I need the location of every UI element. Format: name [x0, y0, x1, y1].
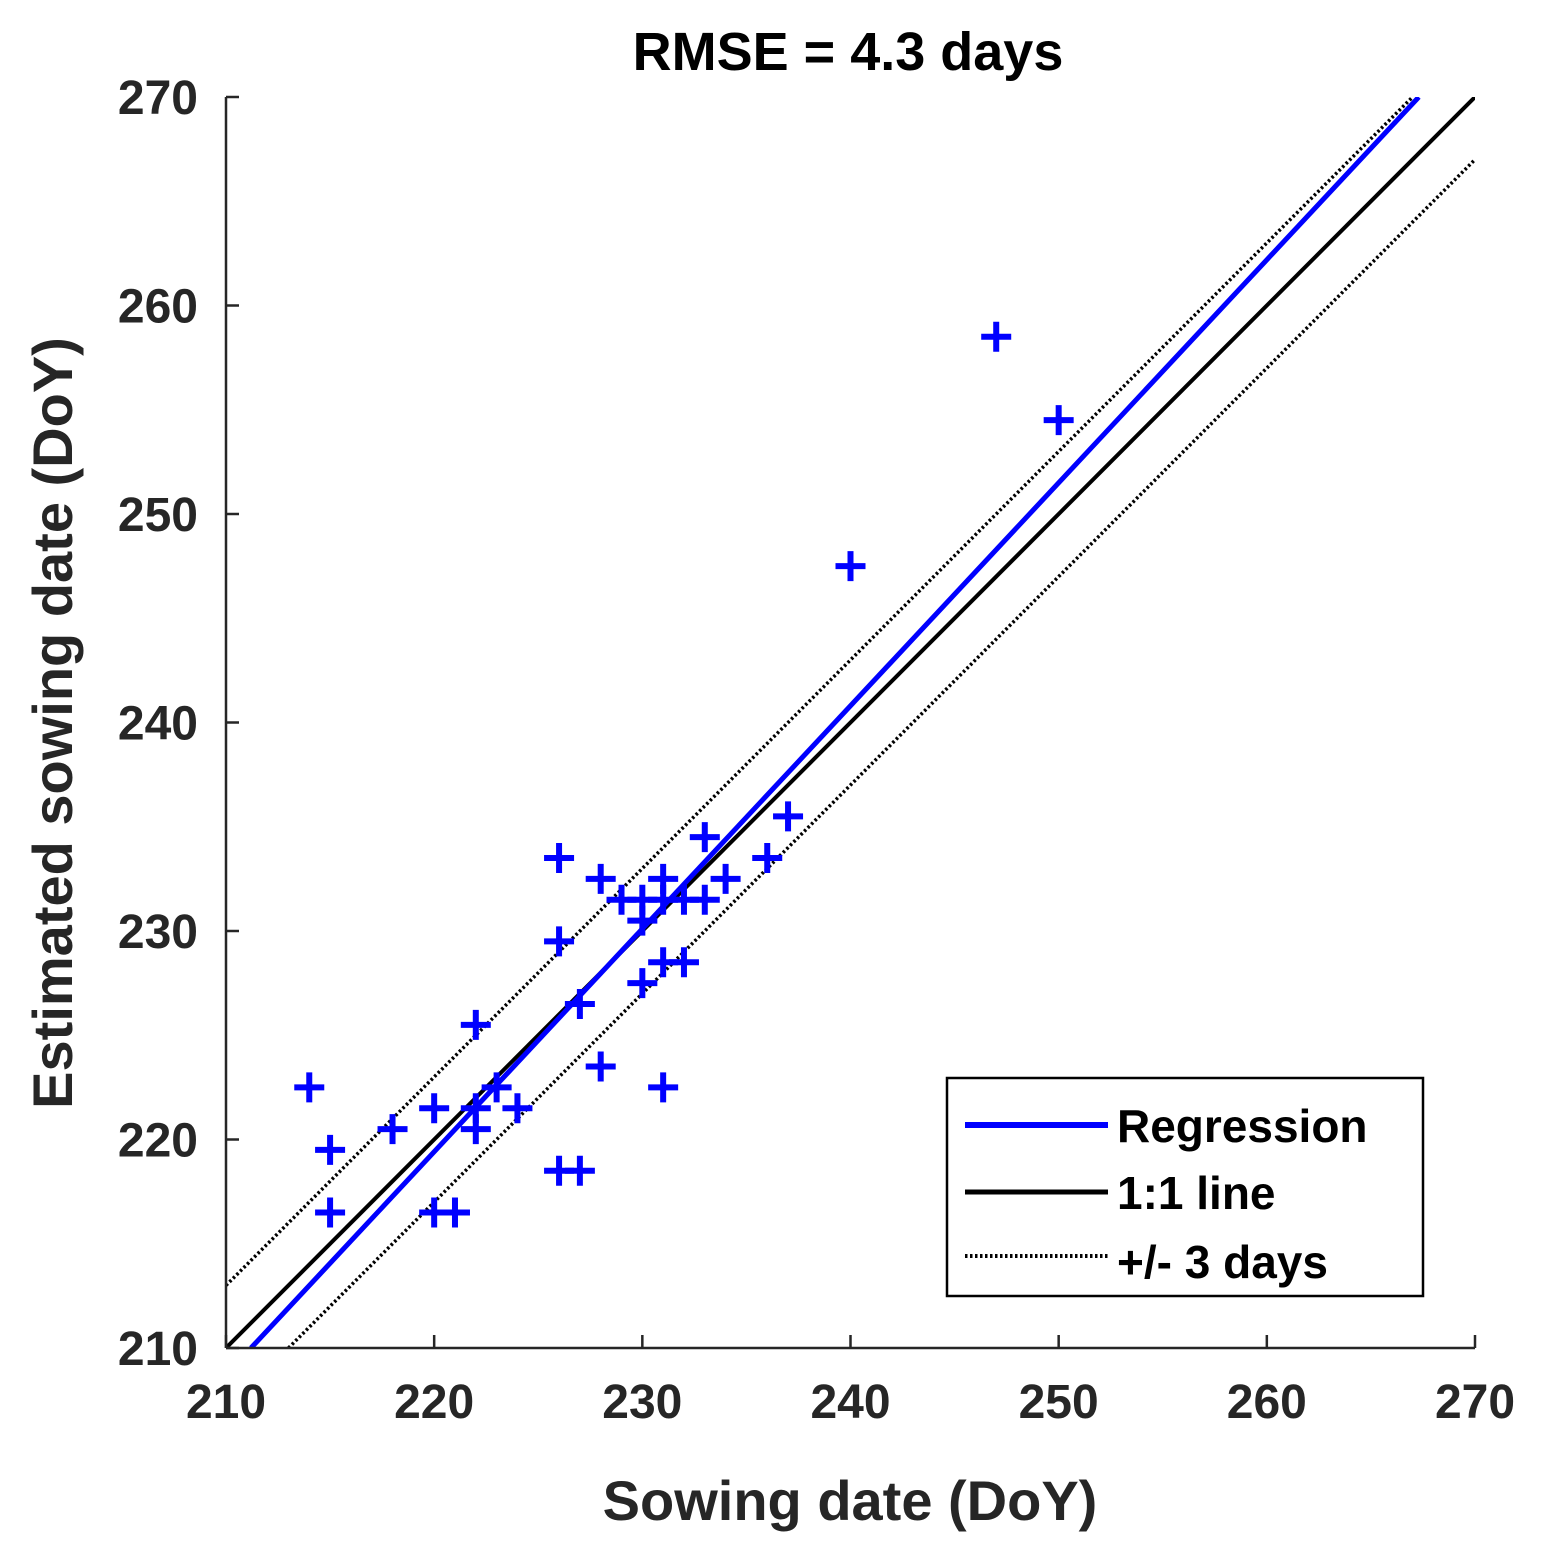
- y-tick-label: 210: [118, 1323, 198, 1376]
- data-point: [419, 1093, 450, 1124]
- y-axis-title: Estimated sowing date (DoY): [21, 337, 84, 1109]
- data-point: [1043, 405, 1074, 436]
- data-point: [835, 551, 866, 582]
- y-tick-label: 270: [118, 72, 198, 125]
- data-point: [981, 321, 1012, 352]
- data-point: [439, 1197, 470, 1228]
- data-point: [294, 1072, 325, 1103]
- data-point: [315, 1134, 346, 1165]
- data-point: [689, 822, 720, 853]
- ticks-layer: 210 220 230 240 250 260 270 210 220 230 240 250 260 2…: [118, 72, 1515, 1429]
- data-point: [564, 988, 595, 1019]
- data-point: [773, 801, 804, 832]
- data-point: [627, 905, 658, 936]
- data-point: [585, 1051, 616, 1082]
- data-point: [668, 947, 699, 978]
- y-tick-label: 220: [118, 1115, 198, 1168]
- legend-one-to-one-label: 1:1 line: [1117, 1167, 1276, 1219]
- legend-box: [945, 1076, 1425, 1298]
- points-layer: [294, 321, 1074, 1228]
- y-tick-label: 240: [118, 698, 198, 751]
- y-tick-label: 260: [118, 281, 198, 334]
- data-point: [544, 926, 575, 957]
- data-point: [502, 1093, 533, 1124]
- legend: Regression 1:1 line +/- 3 days: [945, 1076, 1425, 1298]
- x-tick-label: 270: [1435, 1376, 1515, 1429]
- x-tick-label: 210: [186, 1376, 266, 1429]
- x-axis-title: Sowing date (DoY): [603, 1469, 1098, 1532]
- x-tick-label: 240: [810, 1376, 890, 1429]
- lines-layer: [226, 97, 1475, 1348]
- chart-title: RMSE = 4.3 days: [633, 22, 1064, 82]
- data-point: [564, 1155, 595, 1186]
- x-tick-label: 260: [1227, 1376, 1307, 1429]
- data-point: [377, 1114, 408, 1145]
- data-point: [481, 1072, 512, 1103]
- data-point: [648, 1072, 679, 1103]
- data-point: [752, 843, 783, 874]
- data-point: [315, 1197, 346, 1228]
- data-point: [689, 884, 720, 915]
- data-point: [460, 1009, 491, 1040]
- data-point: [585, 863, 616, 894]
- x-tick-label: 250: [1019, 1376, 1099, 1429]
- data-point: [710, 863, 741, 894]
- y-tick-label: 230: [118, 906, 198, 959]
- regression-line: [249, 97, 1421, 1348]
- data-point: [627, 968, 658, 999]
- y-tick-label: 250: [118, 489, 198, 542]
- x-tick-label: 220: [394, 1376, 474, 1429]
- data-point: [460, 1093, 491, 1124]
- legend-regression-label: Regression: [1117, 1100, 1368, 1152]
- one-to-one-line: [226, 97, 1475, 1348]
- legend-band-label: +/- 3 days: [1117, 1236, 1328, 1288]
- x-tick-label: 230: [602, 1376, 682, 1429]
- data-point: [544, 843, 575, 874]
